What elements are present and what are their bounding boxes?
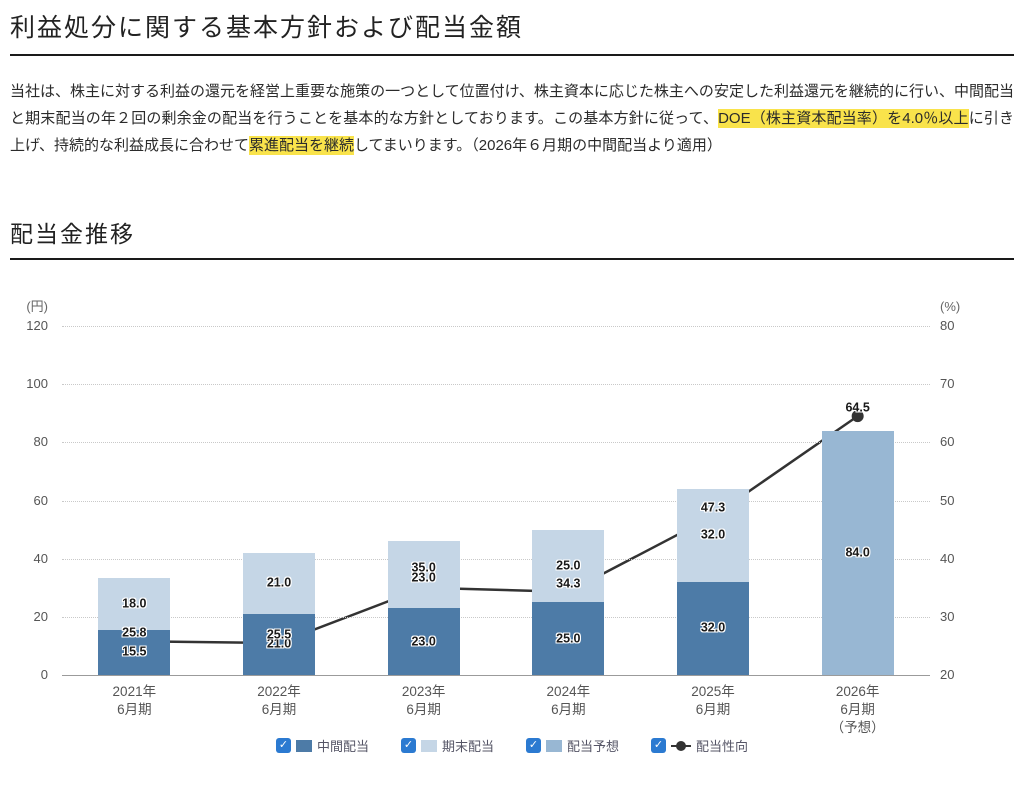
left-axis-tick: 60 xyxy=(33,492,48,508)
category-label: 2024年 xyxy=(546,684,591,699)
policy-highlight-doe: DOE（株主資本配当率）を4.0％以上 xyxy=(718,109,969,128)
gridline xyxy=(62,500,930,502)
policy-text-segment: 当社は、株主に対する利益の還元を経営上重要な施策の一つとして位置付け、株主資本に… xyxy=(10,83,1014,127)
right-axis-tick: 50 xyxy=(940,492,955,508)
bar-segment-yearend xyxy=(532,529,605,603)
policy-text-segment: してまいります。（2026年６月期の中間配当より適用） xyxy=(353,137,722,154)
bar-segment-forecast xyxy=(821,430,894,675)
category-label: 2025年 xyxy=(691,684,735,699)
chart-legend: ✓ 中間配当 ✓ 期末配当 ✓ 配当予想 ✓ 配当性向 xyxy=(0,736,1024,755)
bar-segment-interim xyxy=(677,581,749,675)
checkbox-forecast-dividend[interactable]: ✓ xyxy=(526,738,541,753)
bar-segment-interim xyxy=(532,602,605,675)
x-axis-line xyxy=(62,675,930,676)
category-label: （予想） xyxy=(830,720,885,735)
payout-ratio-value-label: 64.5 xyxy=(845,400,870,415)
right-axis-tick: 20 xyxy=(940,667,955,682)
bar-segment-yearend xyxy=(243,552,315,614)
bar-value-label: 21.0 xyxy=(266,636,292,651)
payout-ratio-value-label: 47.3 xyxy=(700,500,726,515)
bar-segment-interim xyxy=(98,629,171,675)
bar-value-label: 32.0 xyxy=(700,620,726,635)
interim-dividend-swatch xyxy=(295,739,312,752)
category-label: 6月期 xyxy=(695,702,731,717)
legend-label-payout-ratio: 配当性向 xyxy=(696,739,749,754)
category-label: 6月期 xyxy=(551,702,586,717)
category-label: 2021年 xyxy=(112,684,157,699)
payout-ratio-line-marker-icon xyxy=(671,739,692,752)
bar-value-label: 32.0 xyxy=(700,527,726,542)
policy-highlight-progressive: 累進配当を継続 xyxy=(248,136,354,155)
category-label: 2026年 xyxy=(835,684,880,699)
legend-item-payout-ratio[interactable]: ✓ 配当性向 xyxy=(651,736,748,755)
bar-value-label: 15.5 xyxy=(122,644,147,659)
category-label: 6月期 xyxy=(840,702,875,717)
forecast-dividend-swatch xyxy=(546,739,562,752)
bar-segment-yearend xyxy=(387,541,460,609)
dividend-chart: ✓ 中間配当 ✓ 期末配当 ✓ 配当予想 ✓ 配当性向 120 100 80 60 40… xyxy=(0,290,1024,772)
page: 利益処分に関する基本方針および配当金額 当社は、株主に対する利益の還元を経営上重… xyxy=(0,6,1024,795)
payout-ratio-value-label: 25.8 xyxy=(122,625,147,640)
bar-segment-yearend xyxy=(677,488,749,582)
bar-value-label: 25.0 xyxy=(556,631,581,646)
payout-ratio-value-label: 25.5 xyxy=(266,627,292,642)
gridline xyxy=(62,616,930,618)
left-axis-tick: 80 xyxy=(33,434,48,450)
checkbox-payout-ratio[interactable]: ✓ xyxy=(651,738,667,753)
bar-value-label: 84.0 xyxy=(845,545,870,560)
category-label: 6月期 xyxy=(406,702,441,717)
left-axis-tick: 100 xyxy=(26,376,48,392)
payout-ratio-value-label: 35.0 xyxy=(411,560,436,575)
payout-ratio-value-label: 34.3 xyxy=(556,576,581,591)
chart-section-title: 配当金推移 xyxy=(10,213,1014,260)
bar-value-label: 23.0 xyxy=(411,634,436,649)
right-axis-tick: 40 xyxy=(940,550,955,566)
category-label: 2023年 xyxy=(401,684,446,699)
legend-item-forecast-dividend[interactable]: ✓ 配当予想 xyxy=(526,736,619,755)
category-label: 2022年 xyxy=(257,684,301,699)
category-label: 6月期 xyxy=(117,702,152,717)
right-axis-tick: 30 xyxy=(940,608,955,624)
left-axis-tick: 40 xyxy=(33,550,48,566)
category-label: 6月期 xyxy=(261,702,297,717)
right-axis-tick: 70 xyxy=(940,376,955,392)
yearend-dividend-swatch xyxy=(420,739,437,752)
legend-item-interim-dividend[interactable]: ✓ 中間配当 xyxy=(275,736,369,755)
bar-value-label: 25.0 xyxy=(556,558,581,573)
legend-label-forecast: 配当予想 xyxy=(567,739,620,754)
right-axis-unit: (%) xyxy=(940,299,961,314)
bar-segment-interim xyxy=(387,608,460,675)
left-axis-tick: 120 xyxy=(26,318,48,333)
page-title: 利益処分に関する基本方針および配当金額 xyxy=(10,6,1014,56)
gridline xyxy=(62,442,930,444)
legend-label-interim: 中間配当 xyxy=(316,739,369,754)
checkbox-interim-dividend[interactable]: ✓ xyxy=(275,738,291,753)
right-axis-tick: 80 xyxy=(940,318,955,333)
bar-value-label: 23.0 xyxy=(411,570,436,585)
gridline xyxy=(62,384,930,386)
checkbox-yearend-dividend[interactable]: ✓ xyxy=(400,738,416,753)
bar-segment-yearend xyxy=(98,577,171,630)
gridline xyxy=(62,326,930,327)
left-axis-tick: 20 xyxy=(33,608,48,624)
policy-text-segment: に引き上げ、持続的な利益成長に合わせて xyxy=(10,110,1014,154)
bar-value-label: 18.0 xyxy=(122,596,147,611)
bar-value-label: 21.0 xyxy=(266,575,292,590)
right-axis-tick: 60 xyxy=(940,434,955,450)
gridline xyxy=(62,558,930,560)
legend-label-yearend: 期末配当 xyxy=(441,739,494,754)
legend-item-yearend-dividend[interactable]: ✓ 期末配当 xyxy=(400,736,494,755)
left-axis-tick: 0 xyxy=(40,667,48,682)
policy-paragraph: 当社は、株主に対する利益の還元を経営上重要な施策の一つとして位置付け、株主資本に… xyxy=(10,78,1014,159)
left-axis-unit: (円) xyxy=(26,299,48,314)
bar-segment-interim xyxy=(243,613,315,675)
